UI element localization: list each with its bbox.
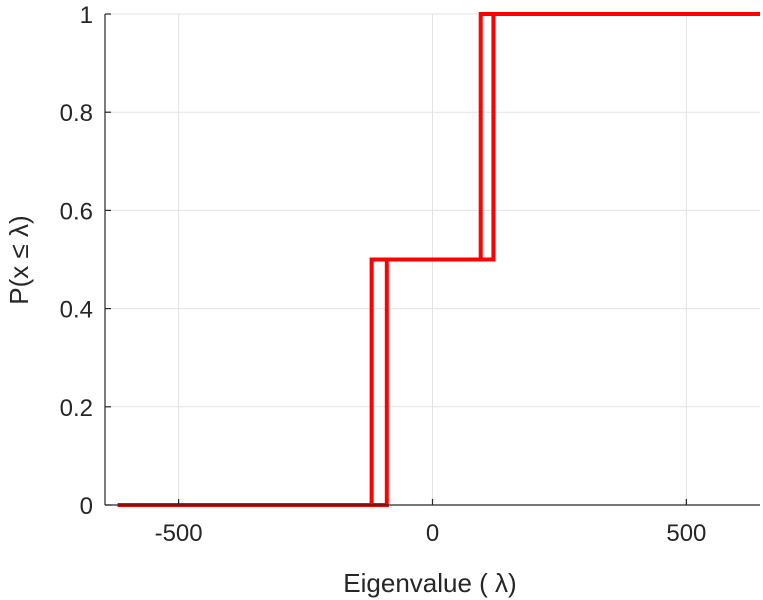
cdf-series-line-2 <box>117 12 760 507</box>
series-lines <box>117 12 760 507</box>
x-tick-label-0: -500 <box>155 520 203 547</box>
x-axis-label: Eigenvalue ( λ) <box>343 568 516 598</box>
y-tick-label-2: 0.4 <box>60 297 93 324</box>
y-axis-label: P(x ≤ λ) <box>4 215 34 304</box>
x-tick-label-1: 0 <box>426 520 439 547</box>
axes <box>104 13 760 506</box>
y-tick-label-1: 0.2 <box>60 395 93 422</box>
y-tick-label-0: 0 <box>80 493 93 520</box>
x-tick-label-2: 500 <box>666 520 706 547</box>
y-tick-label-4: 0.8 <box>60 100 93 127</box>
y-tick-label-3: 0.6 <box>60 198 93 225</box>
tick-labels: -500 0 500 0 0.2 0.4 0.6 0.8 1 <box>60 2 707 547</box>
y-tick-label-5: 1 <box>80 2 93 29</box>
